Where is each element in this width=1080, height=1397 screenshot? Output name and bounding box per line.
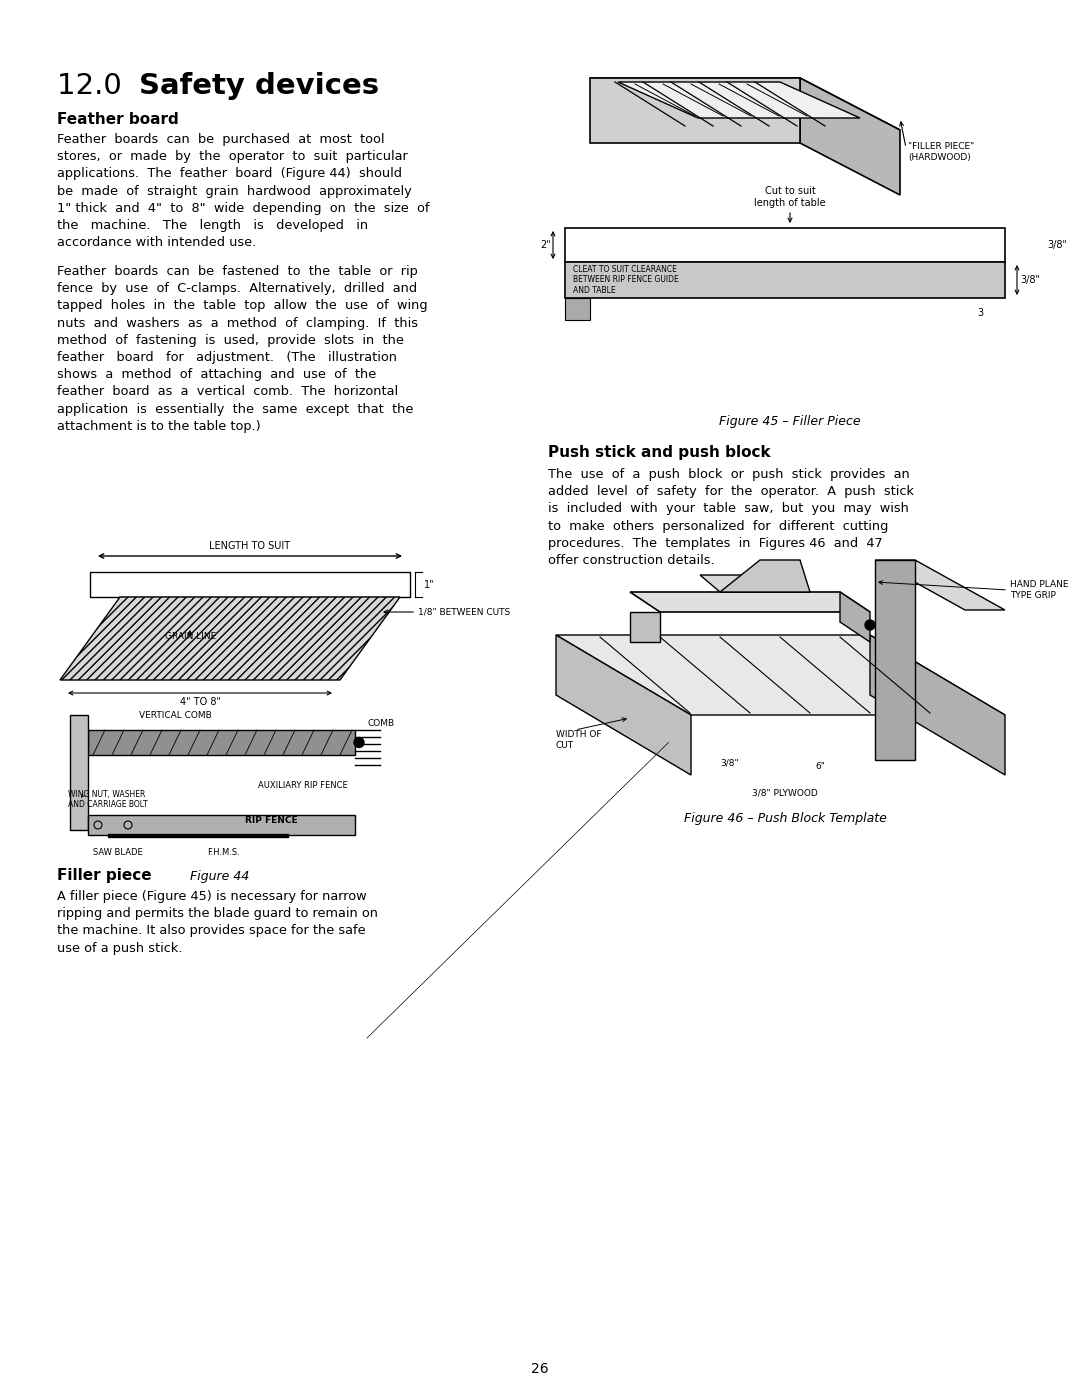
Text: GRAIN LINE: GRAIN LINE bbox=[165, 631, 216, 641]
Text: WIDTH OF
CUT: WIDTH OF CUT bbox=[556, 731, 602, 750]
Bar bbox=[87, 731, 355, 754]
Text: Feather  boards  can  be  fastened  to  the  table  or  rip
fence  by  use  of  : Feather boards can be fastened to the ta… bbox=[57, 265, 428, 433]
Polygon shape bbox=[590, 78, 900, 130]
Text: VERTICAL COMB: VERTICAL COMB bbox=[138, 711, 212, 719]
Text: The  use  of  a  push  block  or  push  stick  provides  an
added  level  of  sa: The use of a push block or push stick pr… bbox=[548, 468, 914, 567]
Text: 4" TO 8": 4" TO 8" bbox=[179, 697, 220, 707]
Text: 2": 2" bbox=[540, 240, 551, 250]
Polygon shape bbox=[618, 82, 860, 117]
Circle shape bbox=[865, 620, 875, 630]
Text: CLEAT TO SUIT CLEARANCE
BETWEEN RIP FENCE GUIDE
AND TABLE: CLEAT TO SUIT CLEARANCE BETWEEN RIP FENC… bbox=[573, 265, 678, 295]
Text: LENGTH TO SUIT: LENGTH TO SUIT bbox=[210, 541, 291, 550]
Text: 3/8": 3/8" bbox=[1047, 240, 1067, 250]
Polygon shape bbox=[556, 636, 1005, 715]
Polygon shape bbox=[630, 592, 870, 612]
Text: Cut to suit
length of table: Cut to suit length of table bbox=[754, 186, 826, 208]
Circle shape bbox=[354, 738, 364, 747]
Text: 12.0: 12.0 bbox=[57, 73, 140, 101]
Text: Feather board: Feather board bbox=[57, 112, 179, 127]
Text: Filler piece: Filler piece bbox=[57, 868, 151, 883]
Polygon shape bbox=[720, 560, 810, 592]
Polygon shape bbox=[630, 612, 660, 643]
Polygon shape bbox=[700, 576, 810, 592]
Polygon shape bbox=[870, 636, 1005, 775]
Polygon shape bbox=[875, 560, 915, 760]
Polygon shape bbox=[800, 78, 900, 196]
Bar bbox=[565, 228, 1005, 263]
Text: SAW BLADE: SAW BLADE bbox=[93, 848, 143, 856]
Bar bbox=[108, 834, 288, 837]
Bar bbox=[565, 298, 590, 320]
Text: "FILLER PIECE"
(HARDWOOD): "FILLER PIECE" (HARDWOOD) bbox=[908, 142, 974, 162]
Text: A filler piece (Figure 45) is necessary for narrow
ripping and permits the blade: A filler piece (Figure 45) is necessary … bbox=[57, 890, 378, 954]
Text: WING NUT, WASHER
AND CARRIAGE BOLT: WING NUT, WASHER AND CARRIAGE BOLT bbox=[68, 789, 148, 809]
Bar bbox=[565, 263, 1005, 298]
Text: Figure 45 – Filler Piece: Figure 45 – Filler Piece bbox=[719, 415, 861, 427]
Polygon shape bbox=[875, 560, 1005, 610]
Text: 3/8": 3/8" bbox=[1020, 275, 1040, 285]
Polygon shape bbox=[60, 597, 400, 680]
Text: 6": 6" bbox=[815, 761, 825, 771]
Text: 26: 26 bbox=[531, 1362, 549, 1376]
Bar bbox=[90, 571, 410, 597]
Text: 1/8" BETWEEN CUTS: 1/8" BETWEEN CUTS bbox=[418, 608, 510, 616]
Text: 3: 3 bbox=[977, 307, 983, 319]
Text: 1": 1" bbox=[424, 580, 434, 590]
Polygon shape bbox=[840, 592, 870, 643]
Text: 3/8": 3/8" bbox=[720, 759, 740, 767]
Text: Safety devices: Safety devices bbox=[139, 73, 379, 101]
Text: Figure 46 – Push Block Template: Figure 46 – Push Block Template bbox=[684, 812, 887, 826]
Text: F.H.M.S.: F.H.M.S. bbox=[206, 848, 240, 856]
Text: RIP FENCE: RIP FENCE bbox=[245, 816, 298, 826]
Text: COMB: COMB bbox=[367, 719, 394, 728]
Bar bbox=[87, 814, 355, 835]
Text: Feather  boards  can  be  purchased  at  most  tool
stores,  or  made  by  the  : Feather boards can be purchased at most … bbox=[57, 133, 430, 249]
Text: 3/8" PLYWOOD: 3/8" PLYWOOD bbox=[752, 788, 818, 798]
Bar bbox=[70, 715, 87, 830]
Text: AUXILIARY RIP FENCE: AUXILIARY RIP FENCE bbox=[258, 781, 348, 789]
Text: Push stick and push block: Push stick and push block bbox=[548, 446, 771, 460]
Text: Figure 44: Figure 44 bbox=[190, 870, 249, 883]
Polygon shape bbox=[590, 78, 800, 142]
Text: HAND PLANE
TYPE GRIP: HAND PLANE TYPE GRIP bbox=[1010, 580, 1068, 601]
Polygon shape bbox=[556, 636, 691, 775]
